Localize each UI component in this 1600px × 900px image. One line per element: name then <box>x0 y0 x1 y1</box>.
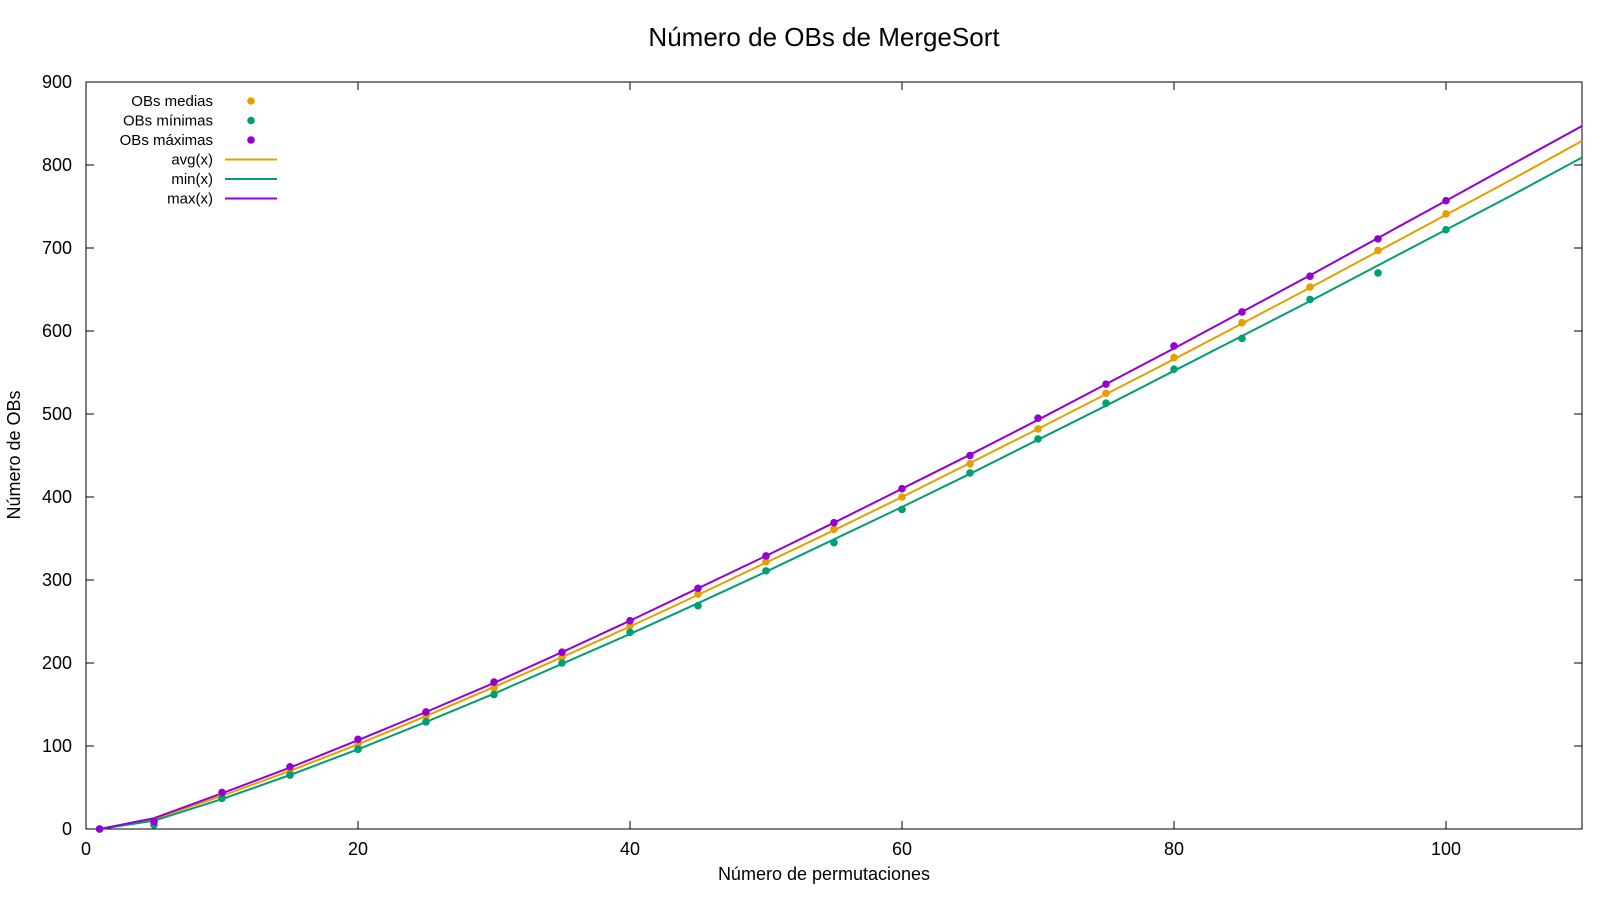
point-obs-medias <box>1306 283 1314 291</box>
point-obs-m-ximas <box>762 552 770 560</box>
point-obs-m-nimas <box>1170 365 1178 373</box>
point-obs-m-nimas <box>490 690 498 699</box>
legend-point-swatch <box>247 97 255 105</box>
point-obs-m-ximas <box>1102 380 1110 388</box>
y-tick-label: 200 <box>42 653 72 673</box>
point-obs-medias <box>1170 353 1178 362</box>
point-obs-medias <box>830 525 838 534</box>
y-tick-label: 300 <box>42 570 72 590</box>
point-obs-m-ximas <box>490 678 498 686</box>
legend-label: avg(x) <box>171 152 213 169</box>
x-tick-label: 20 <box>348 839 368 859</box>
point-obs-medias <box>490 684 498 692</box>
y-tick-label: 400 <box>42 487 72 507</box>
x-tick-label: 0 <box>81 839 91 859</box>
point-obs-m-ximas <box>898 484 906 493</box>
point-obs-m-nimas <box>966 469 974 477</box>
point-obs-medias <box>1238 318 1246 327</box>
y-tick-label: 500 <box>42 404 72 424</box>
y-tick-label: 700 <box>42 238 72 258</box>
point-obs-m-ximas <box>558 648 566 657</box>
point-obs-m-nimas <box>558 659 566 667</box>
point-obs-m-ximas <box>1034 414 1042 422</box>
y-tick-label: 600 <box>42 321 72 341</box>
line-max-x <box>99 125 1583 830</box>
point-obs-m-ximas <box>150 817 158 826</box>
x-tick-label: 60 <box>892 839 912 859</box>
point-obs-m-ximas <box>1238 308 1246 316</box>
point-obs-m-ximas <box>1306 272 1314 281</box>
plot-border <box>85 81 1583 830</box>
point-obs-m-nimas <box>286 771 294 779</box>
point-obs-m-nimas <box>1034 435 1042 443</box>
point-obs-m-ximas <box>830 518 838 527</box>
point-obs-m-nimas <box>626 628 634 637</box>
point-obs-m-ximas <box>354 735 362 744</box>
y-tick-label: 800 <box>42 155 72 175</box>
point-obs-medias <box>1034 425 1042 433</box>
point-obs-medias <box>762 557 770 566</box>
x-tick-label: 100 <box>1431 839 1461 859</box>
point-obs-m-ximas <box>286 762 294 771</box>
legend-point-swatch <box>247 136 255 144</box>
point-obs-m-nimas <box>898 505 906 514</box>
series-points <box>95 196 1450 833</box>
legend-point-swatch <box>247 116 255 125</box>
point-obs-m-nimas <box>762 567 770 575</box>
point-obs-m-nimas <box>218 794 226 803</box>
legend-label: min(x) <box>171 171 213 188</box>
point-obs-medias <box>1102 389 1110 398</box>
point-obs-m-ximas <box>1442 196 1450 205</box>
point-obs-medias <box>694 590 702 598</box>
point-obs-m-ximas <box>966 451 974 460</box>
point-obs-m-nimas <box>1306 295 1314 304</box>
point-obs-m-ximas <box>626 616 634 625</box>
point-obs-m-nimas <box>694 601 702 610</box>
point-obs-m-nimas <box>1442 225 1450 234</box>
point-obs-m-ximas <box>694 584 702 593</box>
point-obs-medias <box>1374 246 1382 255</box>
line-avg-x <box>99 140 1583 830</box>
x-tick-label: 40 <box>620 839 640 859</box>
legend-label: max(x) <box>167 191 213 208</box>
y-tick-label: 0 <box>62 819 72 839</box>
point-obs-m-nimas <box>422 718 430 726</box>
y-tick-label: 900 <box>42 72 72 92</box>
line-min-x <box>99 156 1583 830</box>
point-obs-medias <box>898 493 906 501</box>
legend-label: OBs máximas <box>120 132 213 149</box>
point-obs-m-ximas <box>422 708 430 716</box>
y-tick-label: 100 <box>42 736 72 756</box>
axes: 0 20 40 60 80 100 0 100 200 300 400 500 600 700 800 900 <box>42 72 1583 859</box>
point-obs-m-ximas <box>218 788 226 797</box>
y-axis-label: Número de OBs <box>4 390 24 519</box>
point-obs-m-nimas <box>1102 399 1110 408</box>
point-obs-m-nimas <box>1374 269 1382 277</box>
x-axis-label: Número de permutaciones <box>718 864 930 884</box>
point-obs-m-nimas <box>354 745 362 754</box>
legend-label: OBs medias <box>131 93 213 110</box>
point-obs-m-nimas <box>1238 334 1246 343</box>
point-obs-m-ximas <box>95 825 104 833</box>
legend-label: OBs mínimas <box>123 113 213 130</box>
point-obs-m-ximas <box>1170 342 1178 350</box>
series-lines <box>99 125 1583 830</box>
point-obs-m-ximas <box>1374 235 1382 243</box>
point-obs-m-nimas <box>830 538 838 547</box>
x-tick-label: 80 <box>1164 839 1184 859</box>
point-obs-medias <box>1442 210 1450 218</box>
chart-title: Número de OBs de MergeSort <box>648 22 1000 52</box>
legend: OBs medias OBs mínimas OBs máximas avg(x) mi… <box>120 93 277 208</box>
point-obs-medias <box>966 460 974 468</box>
